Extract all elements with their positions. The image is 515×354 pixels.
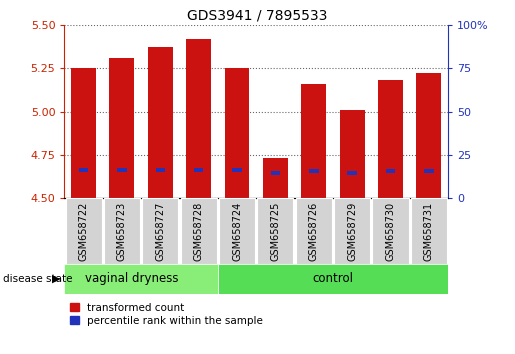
Text: GSM658726: GSM658726 <box>309 201 319 261</box>
Text: control: control <box>313 272 353 285</box>
Bar <box>71 68 96 198</box>
Bar <box>232 168 242 172</box>
Text: vaginal dryness: vaginal dryness <box>85 272 178 285</box>
Bar <box>386 170 395 173</box>
Text: GSM658724: GSM658724 <box>232 201 242 261</box>
Bar <box>79 168 88 172</box>
Text: GSM658727: GSM658727 <box>156 201 165 261</box>
Text: GSM658730: GSM658730 <box>386 201 396 261</box>
Bar <box>296 198 332 264</box>
Bar <box>156 168 165 172</box>
Text: GSM658731: GSM658731 <box>424 201 434 261</box>
Bar <box>348 171 357 175</box>
Bar <box>378 80 403 198</box>
Bar <box>194 168 203 172</box>
Bar <box>417 73 441 198</box>
Bar <box>309 170 318 173</box>
Bar <box>181 198 217 264</box>
Bar <box>340 110 365 198</box>
Text: GSM658722: GSM658722 <box>79 201 89 261</box>
Bar <box>219 198 255 264</box>
Bar <box>104 198 140 264</box>
Bar <box>301 84 326 198</box>
Text: GDS3941 / 7895533: GDS3941 / 7895533 <box>187 9 328 23</box>
Bar <box>65 198 101 264</box>
Text: GSM658723: GSM658723 <box>117 201 127 261</box>
Bar <box>186 39 211 198</box>
Text: disease state: disease state <box>3 274 72 284</box>
Bar <box>424 170 434 173</box>
Text: GSM658728: GSM658728 <box>194 201 203 261</box>
Bar <box>411 198 447 264</box>
Bar <box>110 58 134 198</box>
Bar <box>372 198 408 264</box>
Text: GSM658729: GSM658729 <box>347 201 357 261</box>
Bar <box>258 198 294 264</box>
Bar <box>334 198 370 264</box>
Bar <box>225 68 249 198</box>
Text: GSM658725: GSM658725 <box>270 201 280 261</box>
Bar <box>271 171 280 175</box>
Bar <box>142 198 178 264</box>
Bar <box>64 264 218 294</box>
Legend: transformed count, percentile rank within the sample: transformed count, percentile rank withi… <box>70 303 263 326</box>
Bar <box>218 264 448 294</box>
Bar <box>263 158 288 198</box>
Text: ▶: ▶ <box>53 274 61 284</box>
Bar <box>117 168 127 172</box>
Bar <box>148 47 173 198</box>
